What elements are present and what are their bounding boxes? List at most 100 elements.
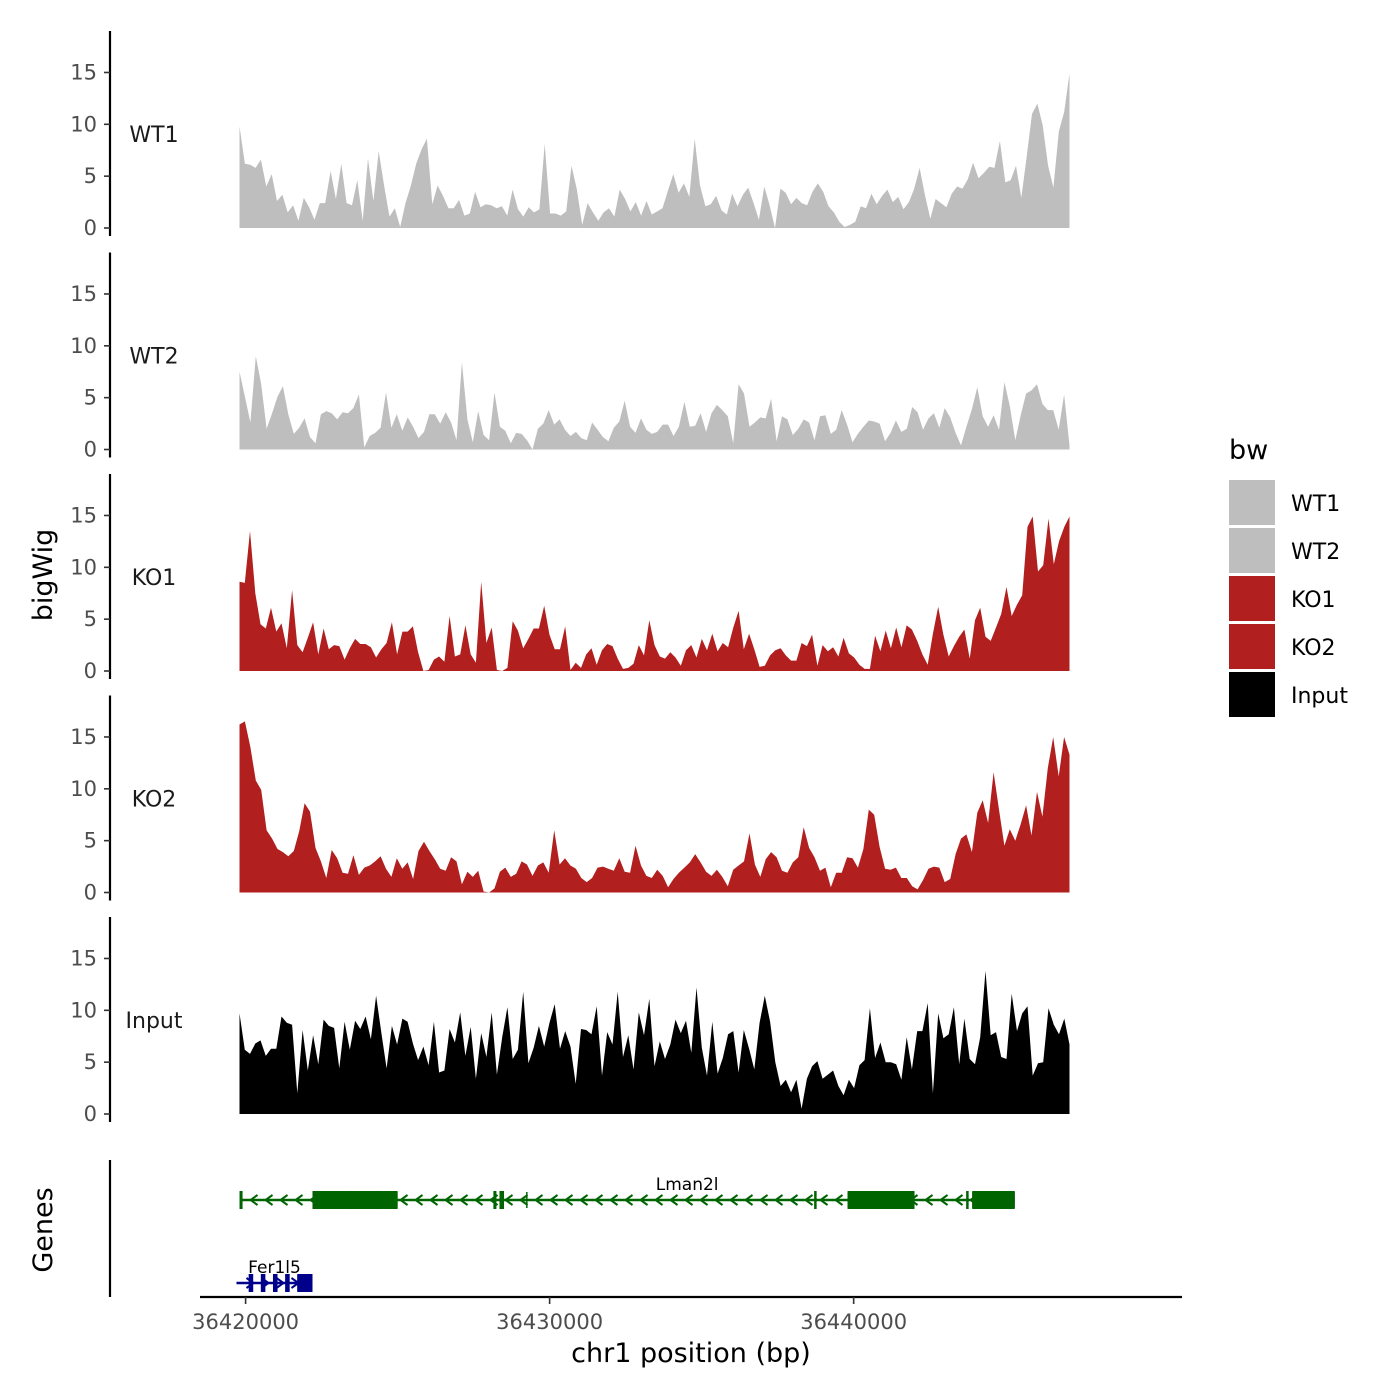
track-wt1: 0 5 10 15 WT1	[70, 31, 1070, 240]
y-tick-label: 10	[70, 777, 97, 801]
strand-arrow-icon	[518, 1194, 529, 1206]
legend: bw WT1 WT2 KO1 KO2 Input	[1229, 435, 1348, 717]
y-tick-label: 10	[70, 334, 97, 358]
strand-arrow-icon	[788, 1194, 799, 1206]
gene-name-label: Fer1l5	[248, 1258, 301, 1278]
gene-lman2l: Lman2l	[239, 1175, 1015, 1209]
area-wt1	[239, 73, 1070, 228]
strand-arrow-icon	[923, 1194, 934, 1206]
y-tick-label: 15	[70, 60, 97, 84]
strand-arrow-icon	[275, 1277, 286, 1289]
gene-exon	[248, 1274, 254, 1292]
gene-cds	[847, 1192, 915, 1208]
strand-arrow-icon	[668, 1194, 679, 1206]
strand-arrow-icon	[293, 1194, 304, 1206]
x-axis: 36420000 36430000 36440000	[192, 1295, 1182, 1334]
legend-title: bw	[1229, 435, 1268, 466]
y-tick-label: 0	[84, 216, 97, 240]
track-label: KO1	[132, 566, 177, 591]
strand-arrow-icon	[473, 1194, 484, 1206]
strand-arrow-icon	[578, 1194, 589, 1206]
legend-label: KO2	[1291, 636, 1336, 661]
strand-arrow-icon	[263, 1194, 274, 1206]
strand-arrow-icon	[653, 1194, 664, 1206]
y-tick-label: 0	[84, 438, 97, 462]
area-ko1	[239, 516, 1070, 671]
x-tick-label: 36420000	[192, 1310, 299, 1334]
gene-exon	[814, 1191, 817, 1209]
strand-arrow-icon	[818, 1194, 829, 1206]
y-tick-label: 5	[84, 607, 97, 631]
x-tick-label: 36430000	[496, 1310, 603, 1334]
track-label: Input	[126, 1009, 183, 1034]
y-tick-label: 10	[70, 555, 97, 579]
track-ko2: 0 5 10 15 KO2	[70, 695, 1070, 905]
legend-label: KO1	[1291, 588, 1336, 613]
strand-arrow-icon	[413, 1194, 424, 1206]
area-wt2	[239, 356, 1070, 450]
legend-swatch-wt2	[1229, 528, 1275, 573]
strand-arrow-icon	[503, 1194, 514, 1206]
y-tick-label: 5	[84, 1050, 97, 1074]
y-tick-label: 0	[84, 1102, 97, 1126]
strand-arrow-icon	[563, 1194, 574, 1206]
genes-panel: Lman2l Fer1l5	[108, 1160, 1015, 1297]
strand-arrow-icon	[608, 1194, 619, 1206]
gene-exon	[272, 1274, 278, 1292]
strand-arrow-icon	[728, 1194, 739, 1206]
gene-models: Lman2l Fer1l5	[236, 1175, 1015, 1292]
legend-swatch-input	[1229, 672, 1275, 717]
y-tick-label: 15	[70, 503, 97, 527]
y-tick-label: 5	[84, 386, 97, 410]
strand-arrow-icon	[698, 1194, 709, 1206]
signal-tracks: 0 5 10 15 WT1 0 5 10 15 WT2 0 5 10 15 KO1 0 5 10 15 KO2 0 5 10…	[70, 31, 1070, 1126]
x-axis-title: chr1 position (bp)	[571, 1338, 811, 1369]
y-tick-label: 5	[84, 164, 97, 188]
gene-exon	[239, 1191, 243, 1209]
strand-arrow-icon	[638, 1194, 649, 1206]
strand-arrow-icon	[758, 1194, 769, 1206]
legend-swatch-wt1	[1229, 480, 1275, 525]
strand-arrow-icon	[743, 1194, 754, 1206]
legend-swatch-ko2	[1229, 624, 1275, 669]
strand-arrow-icon	[953, 1194, 964, 1206]
area-ko2	[239, 721, 1070, 893]
y-tick-label: 0	[84, 659, 97, 683]
strand-arrow-icon	[278, 1194, 289, 1206]
strand-arrow-icon	[428, 1194, 439, 1206]
track-label: KO2	[132, 788, 177, 813]
gene-cds	[312, 1192, 398, 1208]
y-tick-label: 15	[70, 282, 97, 306]
y-tick-label: 0	[84, 881, 97, 905]
strand-arrow-icon	[548, 1194, 559, 1206]
gene-exon	[966, 1191, 969, 1209]
strand-arrow-icon	[803, 1194, 814, 1206]
track-label: WT1	[129, 123, 178, 148]
track-input: 0 5 10 15 Input	[70, 917, 1070, 1126]
genes-axis-title: Genes	[28, 1187, 59, 1272]
strand-arrow-icon	[458, 1194, 469, 1206]
strand-arrow-icon	[593, 1194, 604, 1206]
y-tick-label: 10	[70, 998, 97, 1022]
y-tick-label: 15	[70, 725, 97, 749]
strand-arrow-icon	[533, 1194, 544, 1206]
legend-label: Input	[1291, 684, 1348, 709]
strand-arrow-icon	[248, 1194, 259, 1206]
strand-arrow-icon	[623, 1194, 634, 1206]
gene-exon	[493, 1191, 497, 1209]
x-tick-label: 36440000	[800, 1310, 907, 1334]
legend-label: WT2	[1291, 540, 1340, 565]
gene-fer1l5: Fer1l5	[236, 1258, 313, 1292]
gene-cds	[972, 1192, 1015, 1208]
gene-name-label: Lman2l	[656, 1175, 719, 1195]
gene-exon	[260, 1274, 266, 1292]
strand-arrow-icon	[713, 1194, 724, 1206]
y-tick-label: 15	[70, 946, 97, 970]
gene-cds	[297, 1275, 313, 1291]
strand-arrow-icon	[833, 1194, 844, 1206]
track-wt2: 0 5 10 15 WT2	[70, 252, 1070, 462]
y-tick-label: 10	[70, 112, 97, 136]
strand-arrow-icon	[683, 1194, 694, 1206]
strand-arrow-icon	[398, 1194, 409, 1206]
